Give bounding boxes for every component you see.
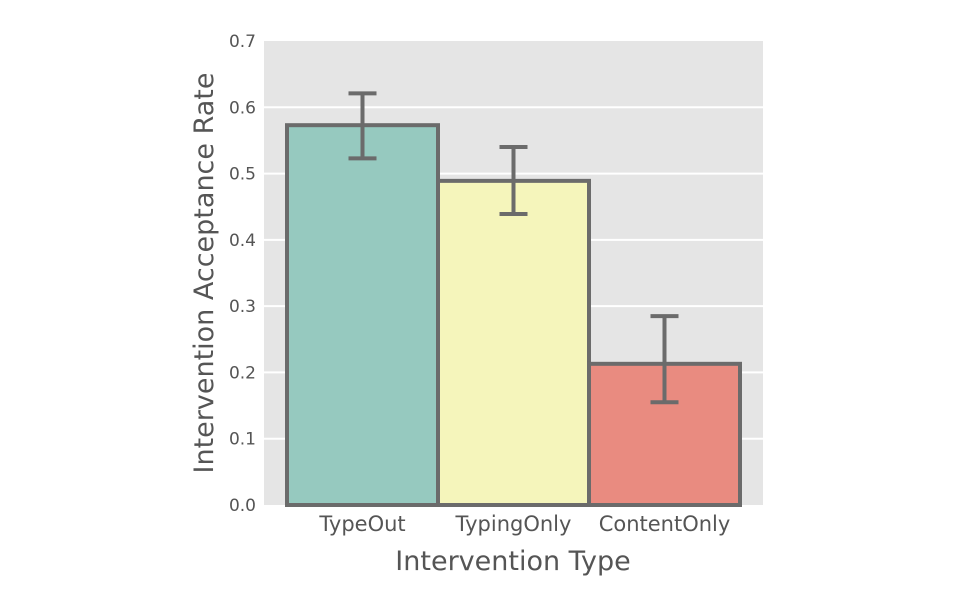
y-tick-label: 0.3	[229, 297, 256, 317]
y-axis-ticks: 0.0 0.1 0.2 0.3 0.4 0.5 0.6 0.7	[229, 32, 256, 516]
x-tick-label: TypingOnly	[455, 512, 572, 536]
error-bars	[348, 91, 679, 405]
y-axis-title: Intervention Acceptance Rate	[189, 72, 220, 473]
x-axis-title: Intervention Type	[395, 546, 630, 577]
error-bar-typingonly	[499, 145, 528, 217]
y-tick-label: 0.4	[229, 231, 256, 251]
y-tick-label: 0.6	[229, 98, 256, 118]
y-tick-label: 0.7	[229, 32, 256, 52]
bar-typeout	[285, 123, 440, 507]
bar-typingonly	[436, 178, 591, 507]
error-bar-contentonly	[650, 314, 679, 405]
y-tick-label: 0.5	[229, 165, 256, 185]
x-tick-label: ContentOnly	[599, 512, 731, 536]
y-tick-label: 0.1	[229, 430, 256, 450]
x-axis-ticks: TypeOut TypingOnly ContentOnly	[318, 512, 730, 536]
bars	[285, 123, 742, 507]
error-bar-typeout	[348, 91, 377, 161]
y-tick-label: 0.2	[229, 363, 256, 383]
y-tick-label: 0.0	[229, 496, 256, 516]
x-tick-label: TypeOut	[318, 512, 405, 536]
